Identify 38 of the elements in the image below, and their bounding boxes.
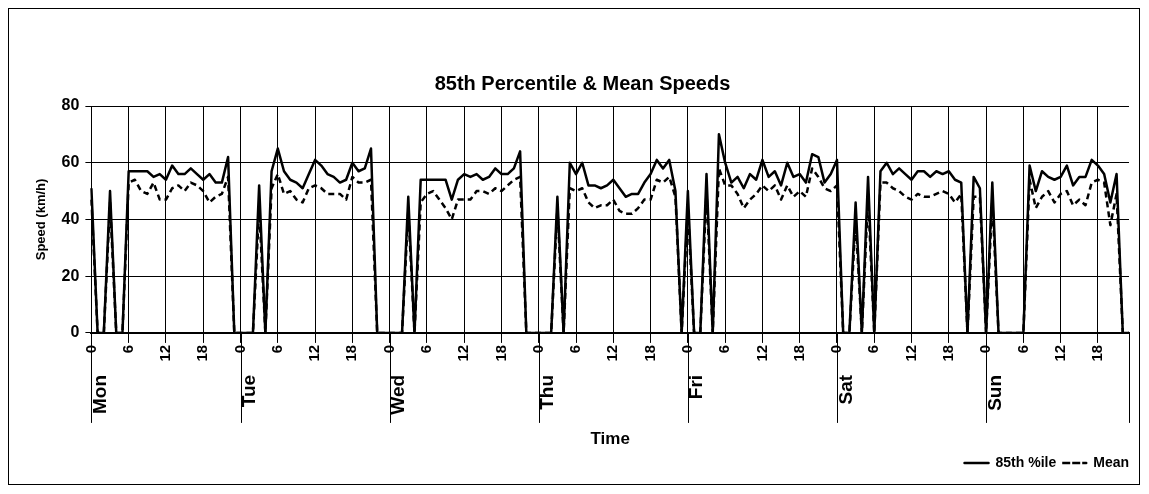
x-tick-label: 18 xyxy=(342,344,360,362)
legend-label: Mean xyxy=(1093,453,1130,470)
text: Mon xyxy=(88,374,110,414)
x-tick-label: 12 xyxy=(603,344,621,362)
x-tick-label: 6 xyxy=(417,344,435,354)
x-tick-label: 12 xyxy=(454,344,472,362)
text: Tue xyxy=(238,374,260,408)
x-tick-label: 6 xyxy=(267,344,285,354)
x-tick-label: 12 xyxy=(1050,344,1068,362)
x-tick-label: 12 xyxy=(901,344,919,362)
x-tick-label: 6 xyxy=(715,344,733,354)
x-tick-label: 12 xyxy=(156,344,174,362)
y-tick-label: 40 xyxy=(61,209,80,227)
x-tick-label: 12 xyxy=(752,344,770,362)
x-tick-label: 6 xyxy=(118,344,136,354)
x-tick-label: 18 xyxy=(789,344,807,362)
y-axis-title: Speed (km/h) xyxy=(33,178,49,261)
chart-title: 85th Percentile & Mean Speeds xyxy=(434,71,731,94)
text: Sat xyxy=(834,374,856,405)
legend-label: 85th %ile xyxy=(995,453,1057,470)
text: Fri xyxy=(685,374,707,400)
x-tick-label: 6 xyxy=(864,344,882,354)
text: Thu xyxy=(536,374,558,410)
x-tick-label: 18 xyxy=(193,344,211,362)
x-axis-title: Time xyxy=(590,429,630,449)
x-tick-label: 18 xyxy=(640,344,658,362)
y-tick-label: 80 xyxy=(61,96,80,114)
y-tick-label: 20 xyxy=(61,266,80,284)
x-tick-label: 18 xyxy=(938,344,956,362)
x-tick-label: 18 xyxy=(491,344,509,362)
x-tick-label: 6 xyxy=(1013,344,1031,354)
x-tick-label: 12 xyxy=(305,344,323,362)
text: Sun xyxy=(983,374,1005,411)
x-tick-label: 6 xyxy=(566,344,584,354)
x-tick-label: 18 xyxy=(1088,344,1106,362)
text: Wed xyxy=(387,374,409,415)
y-tick-label: 0 xyxy=(70,323,80,341)
y-tick-label: 60 xyxy=(61,153,80,171)
